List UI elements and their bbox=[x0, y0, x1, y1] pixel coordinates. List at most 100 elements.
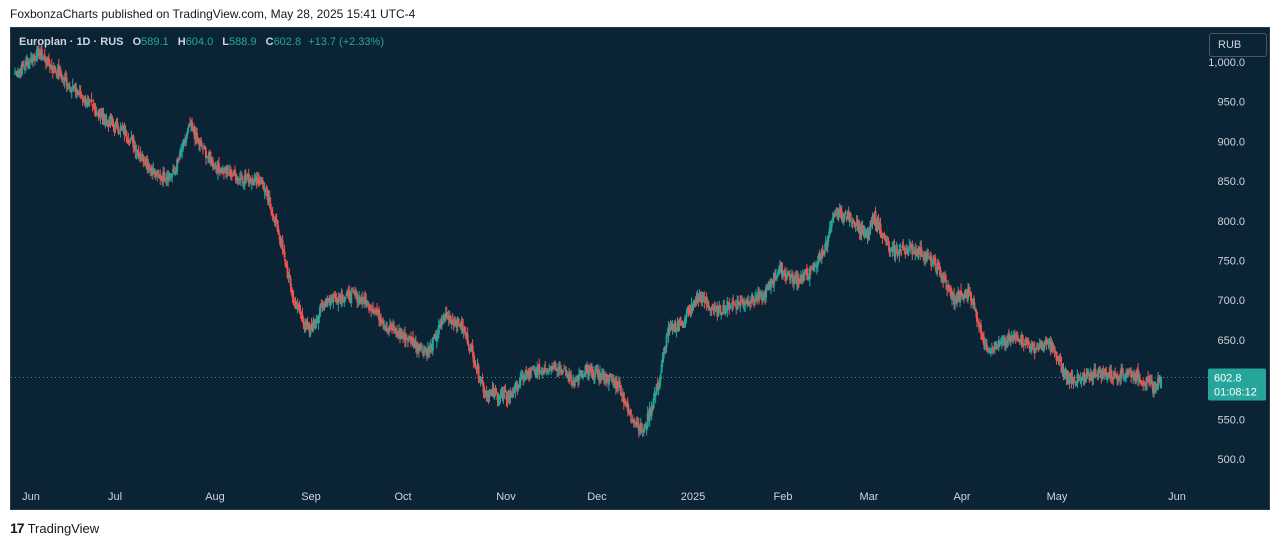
candle-body bbox=[1080, 379, 1083, 381]
candle-body bbox=[428, 347, 431, 354]
candle-body bbox=[269, 203, 272, 209]
candle-body bbox=[474, 366, 477, 368]
candle-body bbox=[626, 402, 629, 411]
candle-body bbox=[435, 336, 438, 342]
x-tick-label: Nov bbox=[496, 491, 516, 503]
candle-body bbox=[660, 364, 663, 374]
candle-body bbox=[554, 362, 557, 368]
candle-body bbox=[1076, 374, 1079, 383]
candle-body bbox=[656, 382, 659, 390]
candle-body bbox=[993, 341, 996, 350]
candle-body bbox=[498, 397, 501, 401]
candle-body bbox=[242, 182, 245, 185]
chart-panel[interactable]: 1,000.0 950.0 900.0 850.0 800.0 750.0 700.0 650… bbox=[10, 27, 1270, 510]
candle-body bbox=[539, 370, 542, 374]
close-value: 602.8 bbox=[273, 36, 302, 48]
candle-body bbox=[440, 319, 443, 324]
candle-body bbox=[944, 276, 947, 280]
candle-body bbox=[64, 77, 67, 80]
candle-body bbox=[205, 150, 207, 159]
x-tick-label: Oct bbox=[394, 491, 411, 503]
candle-body bbox=[254, 176, 257, 180]
candle-body bbox=[1104, 368, 1107, 373]
candle-body bbox=[330, 297, 333, 301]
candle-body bbox=[894, 248, 897, 257]
candle-body bbox=[746, 298, 749, 303]
candle-body bbox=[1112, 377, 1115, 380]
candle-body bbox=[1111, 376, 1114, 378]
tradingview-logo-icon: 17 bbox=[10, 520, 25, 536]
currency-button[interactable]: RUB bbox=[1209, 33, 1267, 57]
candle-body bbox=[285, 265, 288, 268]
candle-body bbox=[391, 327, 394, 330]
candle-body bbox=[291, 293, 294, 298]
candle-body bbox=[815, 265, 818, 269]
candle-body bbox=[1144, 384, 1147, 386]
candle-body bbox=[472, 352, 475, 363]
candle-body bbox=[768, 281, 771, 284]
candle-body bbox=[163, 172, 166, 181]
candle-body bbox=[344, 297, 347, 301]
candle-body bbox=[146, 158, 149, 169]
candle-body bbox=[1146, 378, 1149, 384]
candle-body bbox=[1024, 338, 1027, 345]
candle-body bbox=[240, 178, 243, 180]
candle-body bbox=[605, 374, 608, 382]
candle-body bbox=[231, 174, 234, 176]
y-tick-label: 550.0 bbox=[1217, 414, 1245, 426]
candle-body bbox=[550, 365, 553, 371]
candle-body bbox=[630, 418, 633, 420]
candle-body bbox=[42, 57, 45, 59]
candle-body bbox=[922, 255, 925, 257]
candle-body bbox=[661, 358, 664, 364]
candle-body bbox=[745, 302, 748, 304]
countdown-label: 01:08:12 bbox=[1214, 386, 1257, 398]
candle-body bbox=[450, 320, 453, 325]
candle-body bbox=[826, 237, 829, 247]
candle-body bbox=[193, 126, 196, 135]
candle-body bbox=[780, 263, 783, 277]
candle-body bbox=[268, 197, 271, 202]
candle-body bbox=[88, 99, 91, 102]
candle-body bbox=[107, 123, 110, 127]
candle-body bbox=[709, 309, 712, 311]
candle-body bbox=[201, 144, 204, 148]
candle-body bbox=[648, 408, 651, 422]
candle-body bbox=[985, 344, 988, 351]
publish-info: FoxbonzaCharts published on TradingView.… bbox=[10, 7, 416, 21]
candle-body bbox=[329, 298, 332, 303]
candle-body bbox=[827, 235, 830, 239]
candle-body bbox=[512, 392, 515, 394]
candle-body bbox=[191, 121, 194, 128]
footer: 17 TradingView bbox=[10, 520, 99, 536]
candle-body bbox=[576, 377, 579, 381]
candle-body bbox=[1130, 370, 1133, 378]
candle-body bbox=[650, 406, 653, 416]
candle-body bbox=[213, 165, 216, 167]
candle-body bbox=[81, 94, 84, 101]
candle-body bbox=[1097, 370, 1100, 378]
tradingview-brand[interactable]: TradingView bbox=[27, 520, 100, 536]
candle-body bbox=[932, 259, 935, 265]
candle-body bbox=[68, 86, 71, 90]
candle-body bbox=[584, 372, 587, 375]
candle-body bbox=[212, 168, 215, 170]
candle-body bbox=[600, 373, 603, 380]
candlestick-chart[interactable]: 1,000.0 950.0 900.0 850.0 800.0 750.0 700.0 650… bbox=[11, 28, 1269, 509]
candle-body bbox=[702, 295, 705, 299]
candle-body bbox=[1079, 378, 1082, 380]
candle-body bbox=[587, 369, 590, 376]
candle-body bbox=[1073, 380, 1076, 382]
candle-body bbox=[851, 222, 854, 224]
candle-body bbox=[699, 295, 702, 297]
candle-body bbox=[378, 309, 381, 321]
candle-body bbox=[92, 104, 95, 107]
x-tick-label: May bbox=[1047, 491, 1068, 503]
candle-body bbox=[310, 323, 313, 329]
candle-body bbox=[100, 111, 103, 114]
candle-body bbox=[43, 55, 46, 57]
candle-body bbox=[356, 293, 359, 302]
candle-body bbox=[592, 378, 595, 380]
candle-body bbox=[1069, 374, 1072, 376]
candle-body bbox=[227, 172, 230, 174]
